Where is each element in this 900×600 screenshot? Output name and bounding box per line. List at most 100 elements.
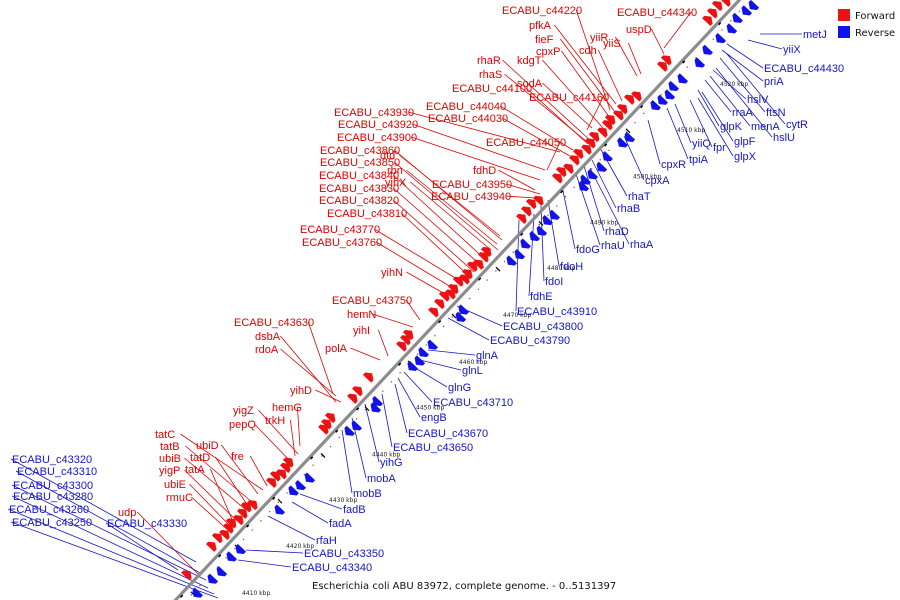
gene-label-fdhd[interactable]: fdhD bbox=[473, 165, 496, 177]
gene-label-rdoa[interactable]: rdoA bbox=[255, 344, 279, 356]
gene-label-fdoi[interactable]: fdoI bbox=[545, 276, 563, 288]
gene-label-glpf[interactable]: glpF bbox=[734, 136, 756, 148]
gene-label-rhat[interactable]: rhaT bbox=[628, 191, 651, 203]
gene-label-ecabu-c43840[interactable]: ECABU_c43840 bbox=[319, 170, 399, 182]
gene-label-cytr[interactable]: cytR bbox=[786, 119, 808, 131]
gene-label-rhab[interactable]: rhaB bbox=[617, 203, 640, 215]
gene-label-fdoh[interactable]: fdoH bbox=[560, 261, 583, 273]
gene-label-mena[interactable]: menA bbox=[751, 121, 780, 133]
gene-label-tpia[interactable]: tpiA bbox=[689, 154, 709, 166]
gene-label-hslu[interactable]: hslU bbox=[773, 132, 795, 144]
gene-label-yiis[interactable]: yiiS bbox=[603, 38, 621, 50]
gene-label-ecabu-c44100[interactable]: ECABU_c44100 bbox=[452, 83, 532, 95]
gene-label-soda[interactable]: sodA bbox=[517, 78, 543, 90]
gene-label-rhau[interactable]: rhaU bbox=[601, 240, 625, 252]
gene-label-yiiq[interactable]: yiiQ bbox=[692, 138, 711, 150]
gene-label-pria[interactable]: priA bbox=[764, 76, 784, 88]
gene-label-rhad[interactable]: rhaD bbox=[605, 226, 629, 238]
gene-label-ecabu-c43280[interactable]: ECABU_c43280 bbox=[13, 491, 93, 503]
gene-label-rhar[interactable]: rhaR bbox=[477, 55, 501, 67]
gene-label-ecabu-c43710[interactable]: ECABU_c43710 bbox=[433, 397, 513, 409]
gene-label-ecabu-c44040[interactable]: ECABU_c44040 bbox=[426, 101, 506, 113]
gene-label-ecabu-c43330[interactable]: ECABU_c43330 bbox=[107, 518, 187, 530]
gene-label-ecabu-c43260[interactable]: ECABU_c43260 bbox=[9, 504, 89, 516]
gene-label-tatb[interactable]: tatB bbox=[160, 441, 180, 453]
gene-label-ecabu-c44160[interactable]: ECABU_c44160 bbox=[529, 92, 609, 104]
gene-label-ecabu-c43310[interactable]: ECABU_c43310 bbox=[17, 466, 97, 478]
gene-label-ecabu-c44220[interactable]: ECABU_c44220 bbox=[502, 5, 582, 17]
gene-label-tatc[interactable]: tatC bbox=[155, 429, 175, 441]
gene-label-cpxp[interactable]: cpxP bbox=[536, 46, 560, 58]
gene-label-ecabu-c43950[interactable]: ECABU_c43950 bbox=[432, 179, 512, 191]
gene-label-hslv[interactable]: hslV bbox=[747, 94, 769, 106]
gene-label-rhas[interactable]: rhaS bbox=[479, 69, 502, 81]
gene-label-yigp[interactable]: yigP bbox=[159, 465, 180, 477]
gene-label-ecabu-c43820[interactable]: ECABU_c43820 bbox=[319, 195, 399, 207]
gene-label-hemg[interactable]: hemG bbox=[272, 402, 302, 414]
gene-label-ecabu-c43850[interactable]: ECABU_c43850 bbox=[320, 157, 400, 169]
gene-label-ecabu-c43760[interactable]: ECABU_c43760 bbox=[302, 237, 382, 249]
gene-label-engb[interactable]: engB bbox=[421, 412, 447, 424]
gene-label-ecabu-c43910[interactable]: ECABU_c43910 bbox=[517, 306, 597, 318]
gene-label-ecabu-c44340[interactable]: ECABU_c44340 bbox=[617, 7, 697, 19]
gene-label-mobb[interactable]: mobB bbox=[353, 488, 382, 500]
gene-label-ftsn[interactable]: ftsN bbox=[766, 107, 786, 119]
gene-label-fdog[interactable]: fdoG bbox=[576, 244, 600, 256]
gene-label-ecabu-c43340[interactable]: ECABU_c43340 bbox=[292, 562, 372, 574]
gene-label-rmuc[interactable]: rmuC bbox=[166, 492, 193, 504]
gene-label-glpk[interactable]: glpK bbox=[720, 121, 743, 133]
gene-label-hemn[interactable]: hemN bbox=[347, 309, 376, 321]
gene-label-metj[interactable]: metJ bbox=[803, 29, 827, 41]
gene-label-rfah[interactable]: rfaH bbox=[316, 535, 337, 547]
gene-label-ecabu-c43350[interactable]: ECABU_c43350 bbox=[304, 548, 384, 560]
gene-label-trkh[interactable]: trkH bbox=[265, 415, 285, 427]
gene-label-ecabu-c44050[interactable]: ECABU_c44050 bbox=[486, 137, 566, 149]
gene-label-ecabu-c43930[interactable]: ECABU_c43930 bbox=[334, 107, 414, 119]
gene-label-fpr[interactable]: fpr bbox=[713, 142, 726, 154]
gene-label-rbn[interactable]: rbn bbox=[387, 165, 403, 177]
gene-label-glnl[interactable]: glnL bbox=[462, 365, 483, 377]
gene-label-yihg[interactable]: yihG bbox=[380, 457, 403, 469]
gene-label-ecabu-c43790[interactable]: ECABU_c43790 bbox=[490, 335, 570, 347]
gene-label-ecabu-c43300[interactable]: ECABU_c43300 bbox=[13, 480, 93, 492]
gene-label-cpxr[interactable]: cpxR bbox=[661, 159, 686, 171]
gene-label-tata[interactable]: tatA bbox=[185, 464, 205, 476]
gene-label-fief[interactable]: fieF bbox=[535, 34, 554, 46]
gene-label-ecabu-c44030[interactable]: ECABU_c44030 bbox=[428, 113, 508, 125]
gene-label-yihd[interactable]: yihD bbox=[290, 385, 312, 397]
gene-label-pola[interactable]: polA bbox=[325, 343, 348, 355]
gene-label-pfka[interactable]: pfkA bbox=[529, 20, 552, 32]
gene-label-glng[interactable]: glnG bbox=[448, 382, 471, 394]
gene-label-cdh[interactable]: cdh bbox=[579, 45, 597, 57]
gene-label-uspd[interactable]: uspD bbox=[626, 24, 652, 36]
gene-label-ecabu-c44430[interactable]: ECABU_c44430 bbox=[764, 63, 844, 75]
gene-label-ecabu-c43920[interactable]: ECABU_c43920 bbox=[338, 119, 418, 131]
gene-label-yihi[interactable]: yihI bbox=[353, 325, 370, 337]
gene-label-ecabu-c43630[interactable]: ECABU_c43630 bbox=[234, 317, 314, 329]
gene-label-yiix[interactable]: yiiX bbox=[783, 44, 801, 56]
gene-label-ecabu-c43940[interactable]: ECABU_c43940 bbox=[431, 191, 511, 203]
gene-label-ecabu-c43250[interactable]: ECABU_c43250 bbox=[12, 517, 92, 529]
gene-label-rraa[interactable]: rraA bbox=[732, 107, 753, 119]
gene-label-ecabu-c43800[interactable]: ECABU_c43800 bbox=[503, 321, 583, 333]
gene-label-rhaa[interactable]: rhaA bbox=[630, 239, 654, 251]
gene-label-dsba[interactable]: dsbA bbox=[255, 331, 281, 343]
gene-label-ecabu-c43750[interactable]: ECABU_c43750 bbox=[332, 295, 412, 307]
gene-label-udp[interactable]: udp bbox=[118, 507, 136, 519]
gene-label-glna[interactable]: glnA bbox=[476, 350, 499, 362]
gene-label-fadb[interactable]: fadB bbox=[343, 504, 366, 516]
gene-label-pepq[interactable]: pepQ bbox=[229, 419, 256, 431]
gene-label-fdhe[interactable]: fdhE bbox=[530, 291, 553, 303]
gene-label-cpxa[interactable]: cpxA bbox=[645, 175, 670, 187]
gene-label-kdgt[interactable]: kdgT bbox=[517, 55, 542, 67]
gene-label-ecabu-c43770[interactable]: ECABU_c43770 bbox=[300, 224, 380, 236]
gene-label-ecabu-c43860[interactable]: ECABU_c43860 bbox=[320, 145, 400, 157]
gene-label-dtd[interactable]: dtd bbox=[380, 150, 395, 162]
gene-label-fada[interactable]: fadA bbox=[329, 518, 352, 530]
gene-label-ubib[interactable]: ubiB bbox=[159, 453, 181, 465]
gene-label-ecabu-c43830[interactable]: ECABU_c43830 bbox=[319, 183, 399, 195]
gene-label-ecabu-c43670[interactable]: ECABU_c43670 bbox=[408, 428, 488, 440]
gene-label-ecabu-c43900[interactable]: ECABU_c43900 bbox=[337, 132, 417, 144]
gene-label-yihx[interactable]: yihX bbox=[385, 177, 407, 189]
gene-label-ecabu-c43650[interactable]: ECABU_c43650 bbox=[393, 442, 473, 454]
